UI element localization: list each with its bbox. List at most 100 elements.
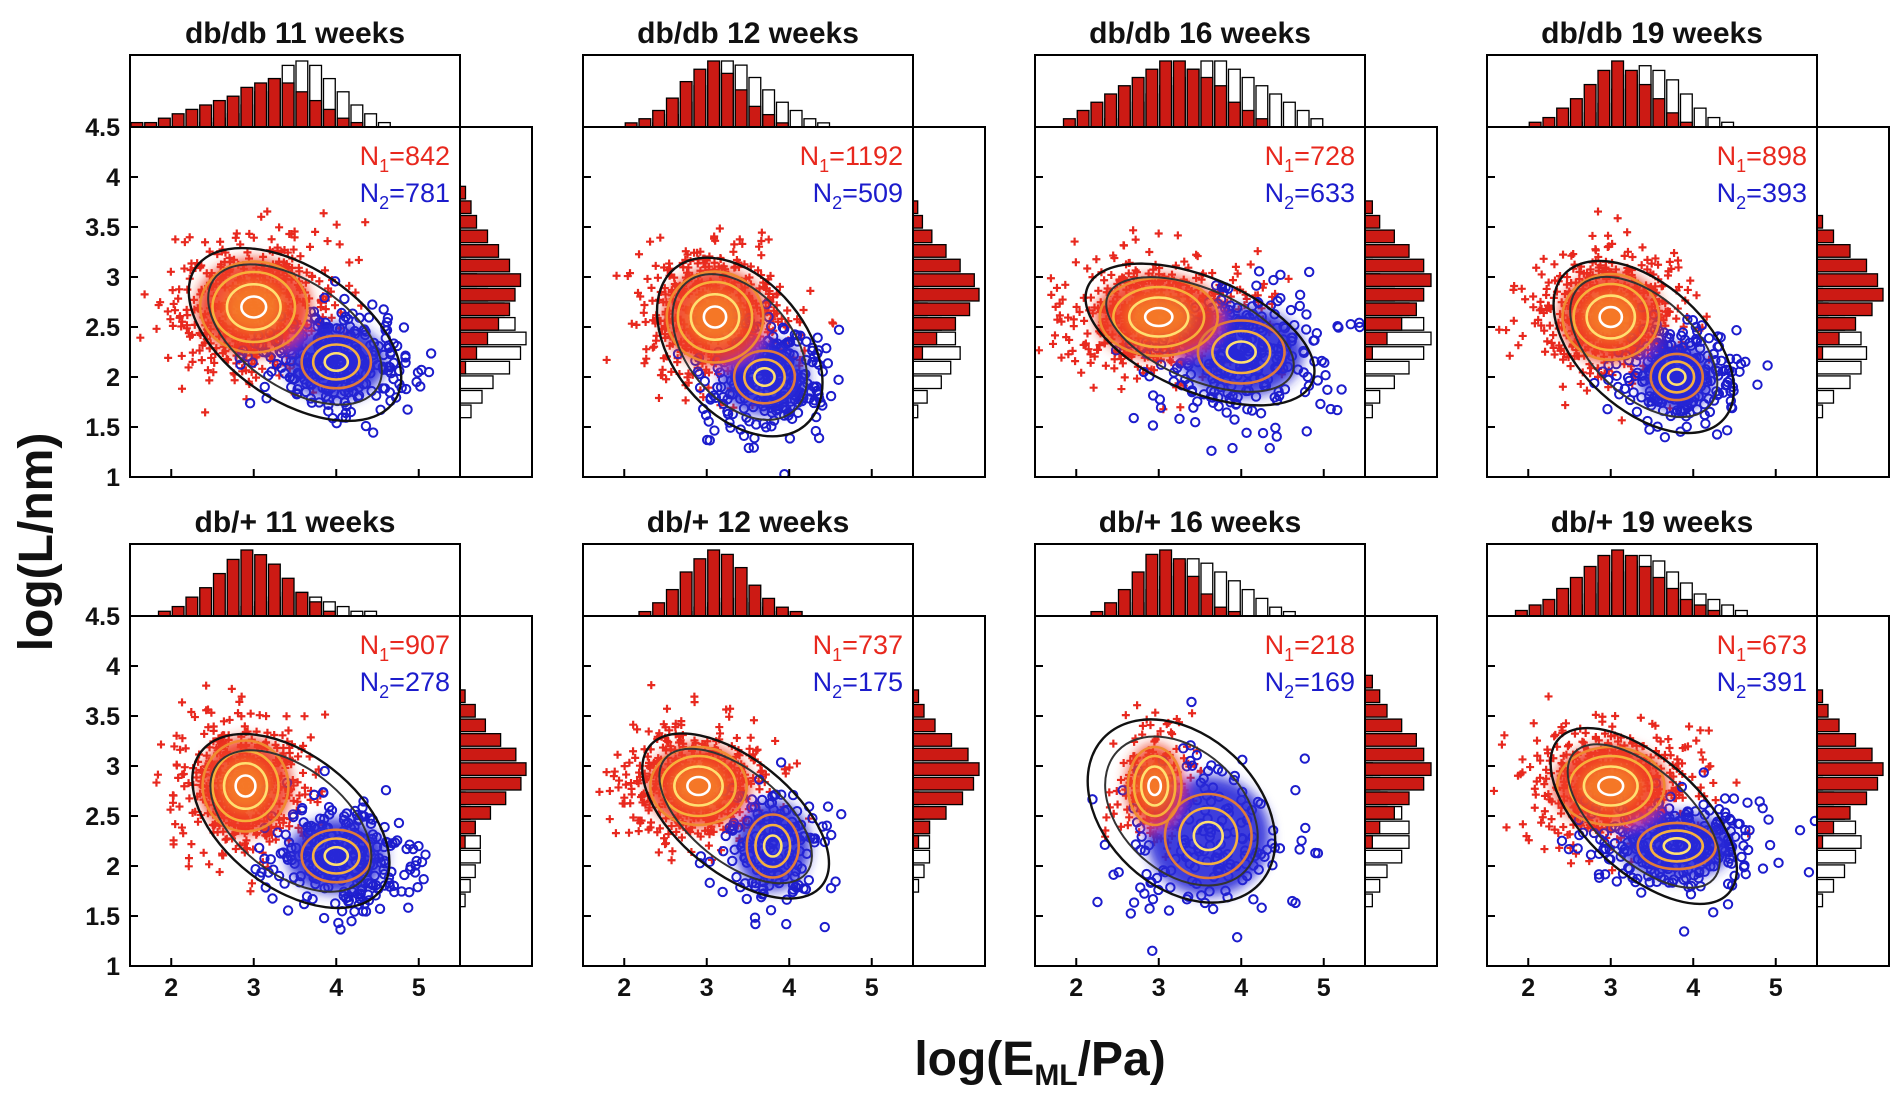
group2-marker [307,893,318,905]
y-histogram-frame [1816,126,1890,478]
group1-marker [677,833,686,842]
ticks: 11.522.533.544.5 [85,114,420,492]
x-hist-bar-group1 [171,605,185,617]
group2-marker [1354,321,1365,333]
group1-marker [170,742,179,751]
x-histogram [624,60,831,128]
group1-marker [1068,346,1077,355]
group1-marker [1518,331,1527,340]
group1-marker [204,723,213,732]
group2-marker [282,905,294,916]
group1-contour [225,282,282,332]
x-hist-bar-group1 [707,549,721,617]
group1-marker [602,355,611,364]
group1-marker [1131,266,1140,275]
group1-marker [177,351,186,360]
x-axis-label-suffix: /Pa) [1078,1033,1166,1086]
y-hist-bar-group2 [912,389,928,404]
group1-marker [178,770,187,779]
group1-marker [1228,276,1237,285]
panel-0: db/db 11 weeks11.522.533.544.5N1=842N2=7… [85,17,533,492]
x-hist-bar-group1 [720,553,734,617]
group2-marker [400,383,412,395]
group2-marker [403,902,414,913]
y-hist-bar-group1 [1364,287,1425,302]
y-hist-bar-group1 [1364,302,1417,317]
group2-contour [1211,329,1272,375]
group1-marker [1046,274,1055,283]
group1-marker [1540,326,1549,335]
group2-marker [1268,274,1279,286]
group2-marker [244,398,256,409]
group2-marker [1174,413,1185,425]
group1-marker [764,235,773,244]
n1-subscript: 1 [819,156,829,176]
group1-contour [665,270,765,364]
group2-marker [400,357,411,368]
plot-frame [129,126,461,478]
group2-marker [1711,429,1723,440]
y-hist-bar-group1 [459,703,476,718]
x-hist-bar-group1 [748,584,762,617]
group1-density-core [222,761,269,811]
group1-marker [1623,247,1632,256]
y-hist-bar-group1 [1816,287,1884,302]
group1-marker [1542,290,1551,299]
group2-marker [1684,408,1695,419]
group1-marker [1539,254,1548,263]
n1-subscript: 1 [379,645,389,665]
n2-annotation: N2=633 [1265,178,1355,213]
group2-marker [1279,384,1291,395]
group1-marker [1069,322,1078,331]
x-hist-bar-group1 [240,549,254,617]
group2-marker [796,395,808,407]
group2-marker [1322,384,1333,395]
group2-marker [259,853,270,864]
group1-marker [279,818,288,827]
group2-marker [810,425,822,437]
group1-marker [271,740,280,749]
y-hist-bar-group2 [912,375,942,390]
group1-marker [1131,235,1140,244]
group2-marker [253,842,265,854]
group2-marker [1315,398,1326,410]
group1-marker [1110,254,1119,263]
n1-annotation: N1=728 [1265,141,1355,176]
y-hist-bar-group1 [1816,316,1857,331]
group1-marker [279,744,288,753]
group1-marker [189,295,198,304]
group1-marker [709,827,718,836]
y-hist-bar-group2 [1816,389,1835,404]
group2-marker [425,348,437,359]
group1-marker [232,229,241,238]
group1-marker [1617,416,1626,425]
group1-marker [1035,346,1043,355]
group1-marker [633,288,642,297]
n1-value: =907 [389,630,450,660]
group2-marker [247,357,258,368]
group2-marker [363,312,375,323]
group1-marker [641,317,650,326]
group1-marker [645,803,654,812]
x-hist-bar-group1 [762,597,776,617]
group2-marker [710,392,722,404]
contours [187,246,403,423]
group1-marker [662,736,671,745]
group1-marker [759,283,768,292]
y-hist-bar-group1 [459,302,511,317]
y-histogram [459,689,527,908]
group1-marker [175,802,184,811]
group1-marker [658,365,667,374]
group1-marker [659,354,668,363]
contours [1084,262,1316,407]
group2-marker [1227,442,1238,454]
group1-marker [1509,316,1518,325]
panel-title: db/db 19 weeks [1541,17,1763,50]
group2-marker [1696,320,1707,331]
group1-marker [710,258,719,267]
n2-value: =278 [389,667,450,697]
group1-marker [1071,357,1080,366]
group1-marker [642,354,651,363]
group1-marker [1560,350,1569,359]
